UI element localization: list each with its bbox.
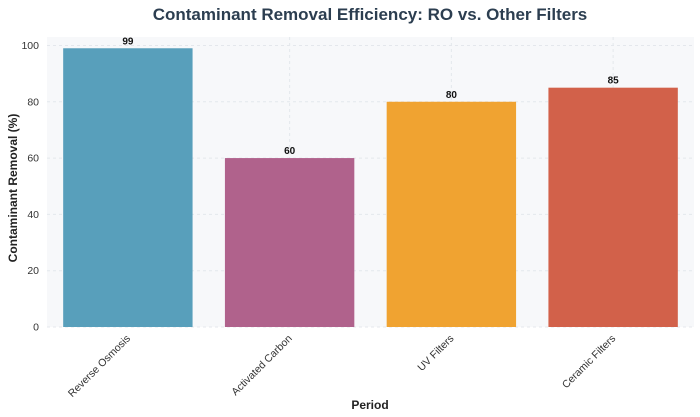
bar-value-label: 80 (446, 90, 458, 101)
y-tick-label: 100 (21, 40, 39, 52)
bar (224, 158, 355, 327)
chart-title: Contaminant Removal Efficiency: RO vs. O… (153, 5, 588, 24)
bar (63, 48, 193, 327)
bars (63, 48, 678, 327)
bar (386, 101, 517, 327)
bar (548, 87, 678, 327)
bar-value-label: 99 (122, 36, 134, 47)
x-tick-label: UV Filters (415, 333, 456, 374)
y-tick-label: 60 (27, 153, 39, 165)
x-tick-label: Ceramic Filters (560, 333, 618, 391)
x-tick-label: Activated Carbon (229, 333, 295, 399)
y-axis-label: Contaminant Removal (%) (6, 114, 20, 263)
bar-value-label: 85 (608, 76, 620, 87)
y-tick-label: 80 (27, 96, 39, 108)
bar-value-label: 60 (284, 146, 296, 157)
x-tick-label: Reverse Osmosis (66, 333, 133, 400)
y-tick-label: 40 (27, 209, 39, 221)
x-axis-label: Period (351, 398, 388, 412)
y-tick-label: 0 (33, 322, 39, 334)
y-tick-label: 20 (27, 265, 39, 277)
